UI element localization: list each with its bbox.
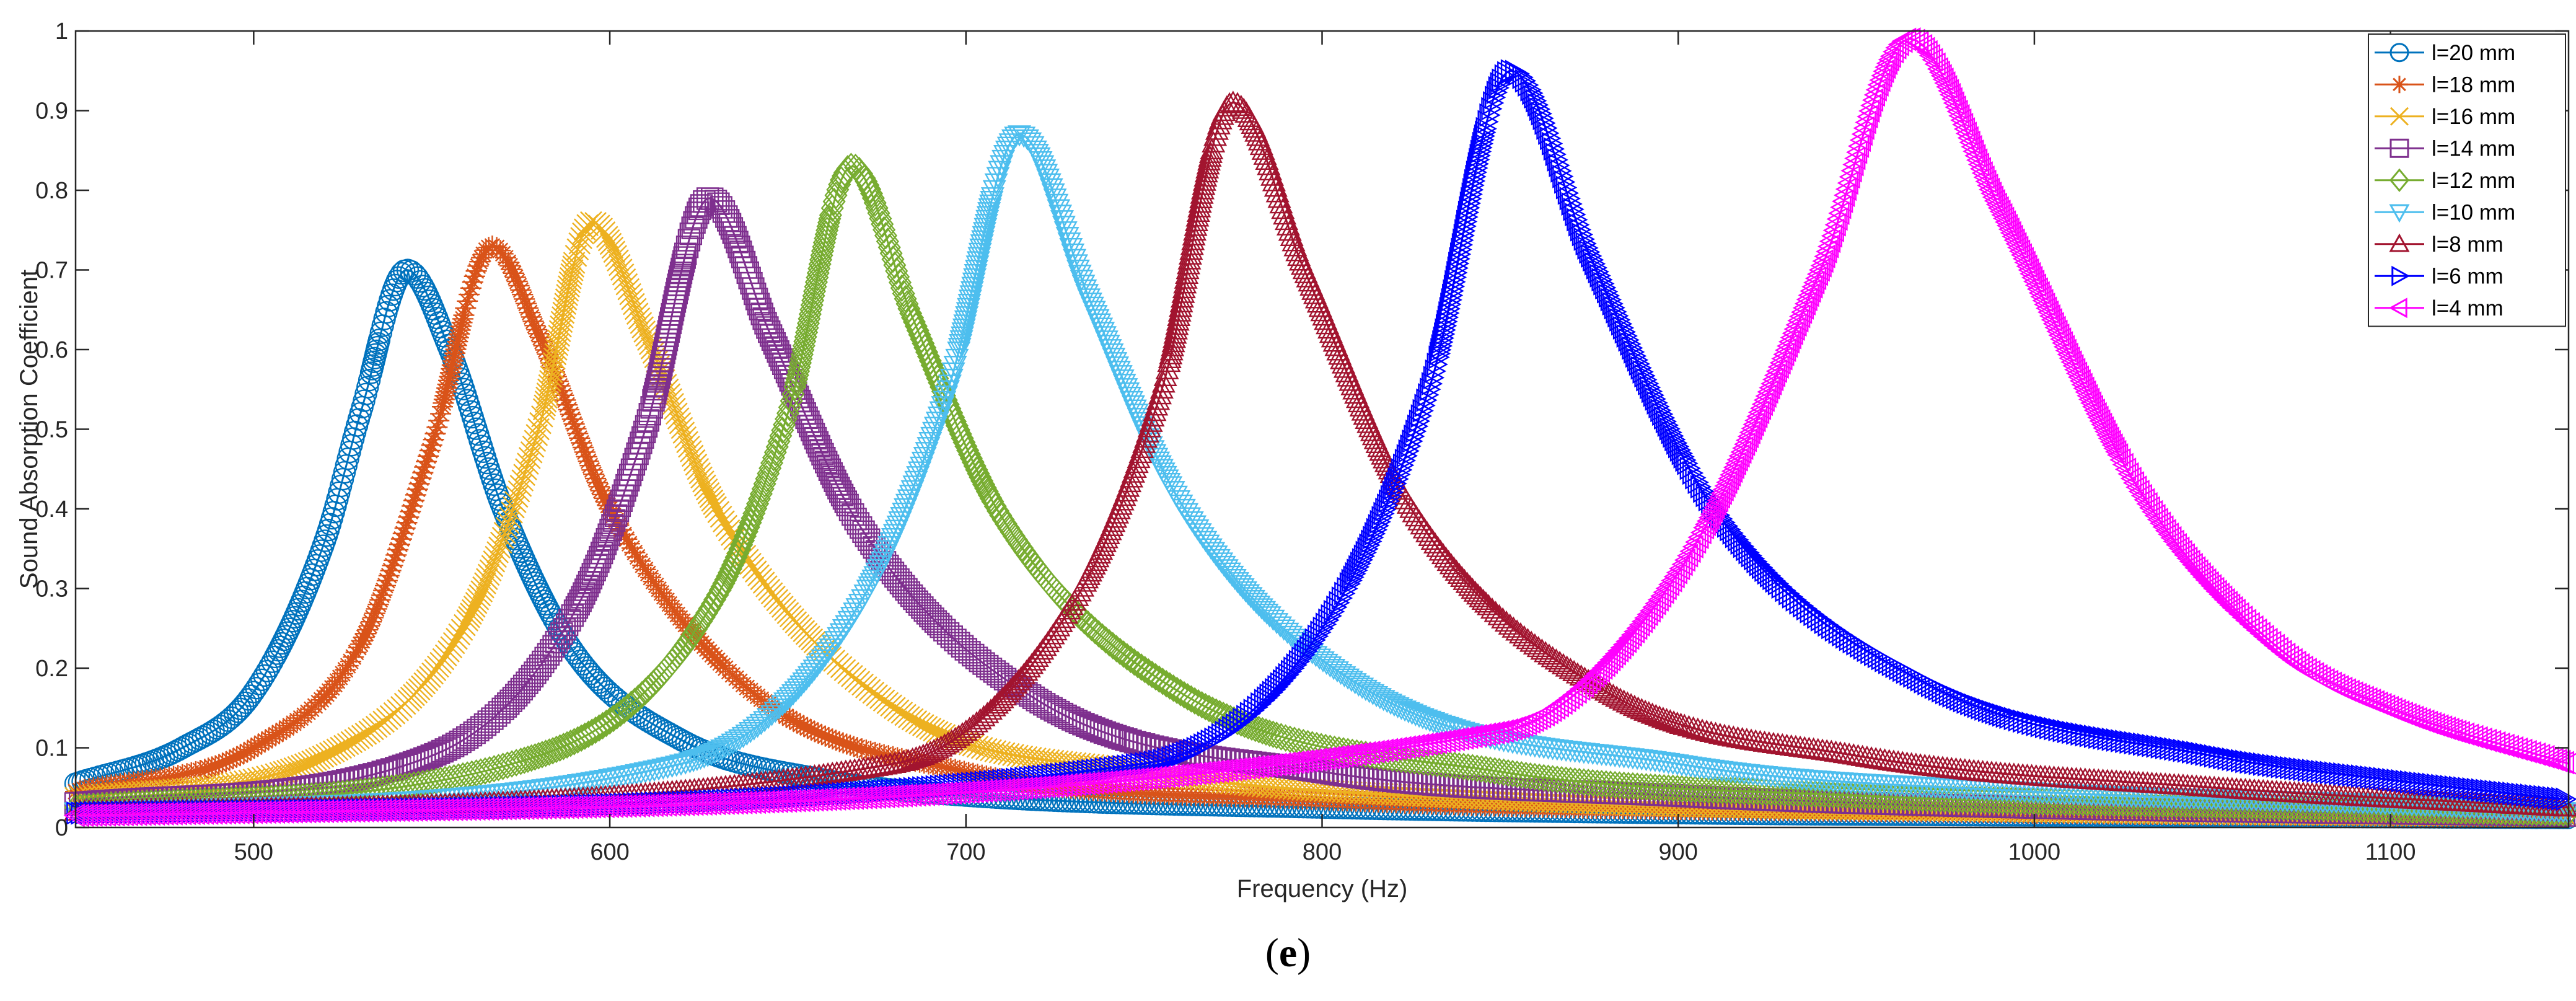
y-tick-label: 0.5 <box>35 417 68 443</box>
legend-swatch-marker <box>2388 298 2407 319</box>
legend-label: l=18 mm <box>2432 73 2515 97</box>
y-tick-label: 0.1 <box>35 736 68 762</box>
figure-caption: (e) <box>0 930 2576 977</box>
legend-label: l=20 mm <box>2432 41 2515 65</box>
x-tick-label: 900 <box>1659 839 1698 865</box>
legend-label: l=10 mm <box>2432 200 2515 224</box>
legend-item: l=10 mm <box>2375 200 2515 224</box>
y-tick-label: 0.7 <box>35 258 68 284</box>
legend-swatch-marker <box>2391 265 2411 286</box>
caption-close: ) <box>1297 930 1311 976</box>
legend-item: l=8 mm <box>2375 232 2503 257</box>
legend-item: l=6 mm <box>2375 264 2503 288</box>
x-axis-label: Frequency (Hz) <box>1237 875 1408 902</box>
y-axis-label: Sound Absorption Coefficient <box>15 270 43 589</box>
legend-item: l=14 mm <box>2375 136 2515 161</box>
series-l-4-mm <box>63 27 2576 827</box>
line-chart: 500 600 700 800 900 1000 1100 0 0.1 0.2 0.3 0.4 0.5 0… <box>15 19 2576 902</box>
caption-letter: e <box>1278 930 1298 976</box>
y-tick-label: 0.9 <box>35 99 68 125</box>
plot-area <box>76 31 2569 827</box>
legend-swatch-marker <box>2389 204 2410 223</box>
y-tick-label: 0.6 <box>35 337 68 363</box>
legend-swatch-marker <box>2389 168 2409 192</box>
x-tick-label: 700 <box>946 839 985 865</box>
legend-item: l=18 mm <box>2375 73 2515 97</box>
legend-label: l=4 mm <box>2432 296 2503 320</box>
legend[interactable]: l=20 mm l=18 mm l=16 mm l=14 mm l=12 mm l=10 … <box>2368 33 2566 327</box>
x-tick-label: 500 <box>234 839 273 865</box>
legend-label: l=14 mm <box>2432 136 2515 161</box>
plot-background <box>76 31 2569 827</box>
legend-item: l=12 mm <box>2375 168 2515 193</box>
caption-open: ( <box>1265 930 1279 976</box>
x-tick-label: 1000 <box>2008 839 2061 865</box>
axes-layer: 500 600 700 800 900 1000 1100 0 0.1 0.2 0.3 0.4 0.5 0… <box>35 19 2570 865</box>
legend-item: l=16 mm <box>2375 105 2515 129</box>
legend-label: l=16 mm <box>2432 105 2515 129</box>
legend-label: l=12 mm <box>2432 169 2515 193</box>
legend-item: l=20 mm <box>2375 41 2515 65</box>
legend-swatch-marker <box>2389 107 2409 126</box>
y-tick-label: 1 <box>55 19 68 45</box>
x-tick-label: 800 <box>1303 839 1342 865</box>
legend-label: l=6 mm <box>2432 264 2503 288</box>
series-markers <box>63 27 2576 827</box>
x-tick-label: 1100 <box>2365 839 2416 865</box>
legend-label: l=8 mm <box>2432 232 2503 257</box>
legend-swatch-marker <box>2391 76 2408 94</box>
x-tick-label: 600 <box>590 839 629 865</box>
y-tick-label: 0.8 <box>35 178 68 204</box>
y-tick-label: 0.3 <box>35 576 68 602</box>
y-tick-label: 0.4 <box>35 496 68 523</box>
legend-swatch-marker <box>2389 233 2410 252</box>
legend-swatch-marker <box>2389 138 2409 158</box>
y-tick-label: 0.2 <box>35 656 68 682</box>
legend-swatch-marker <box>2389 43 2409 63</box>
y-tick-label: 0 <box>55 815 68 841</box>
legend-item: l=4 mm <box>2375 296 2503 320</box>
